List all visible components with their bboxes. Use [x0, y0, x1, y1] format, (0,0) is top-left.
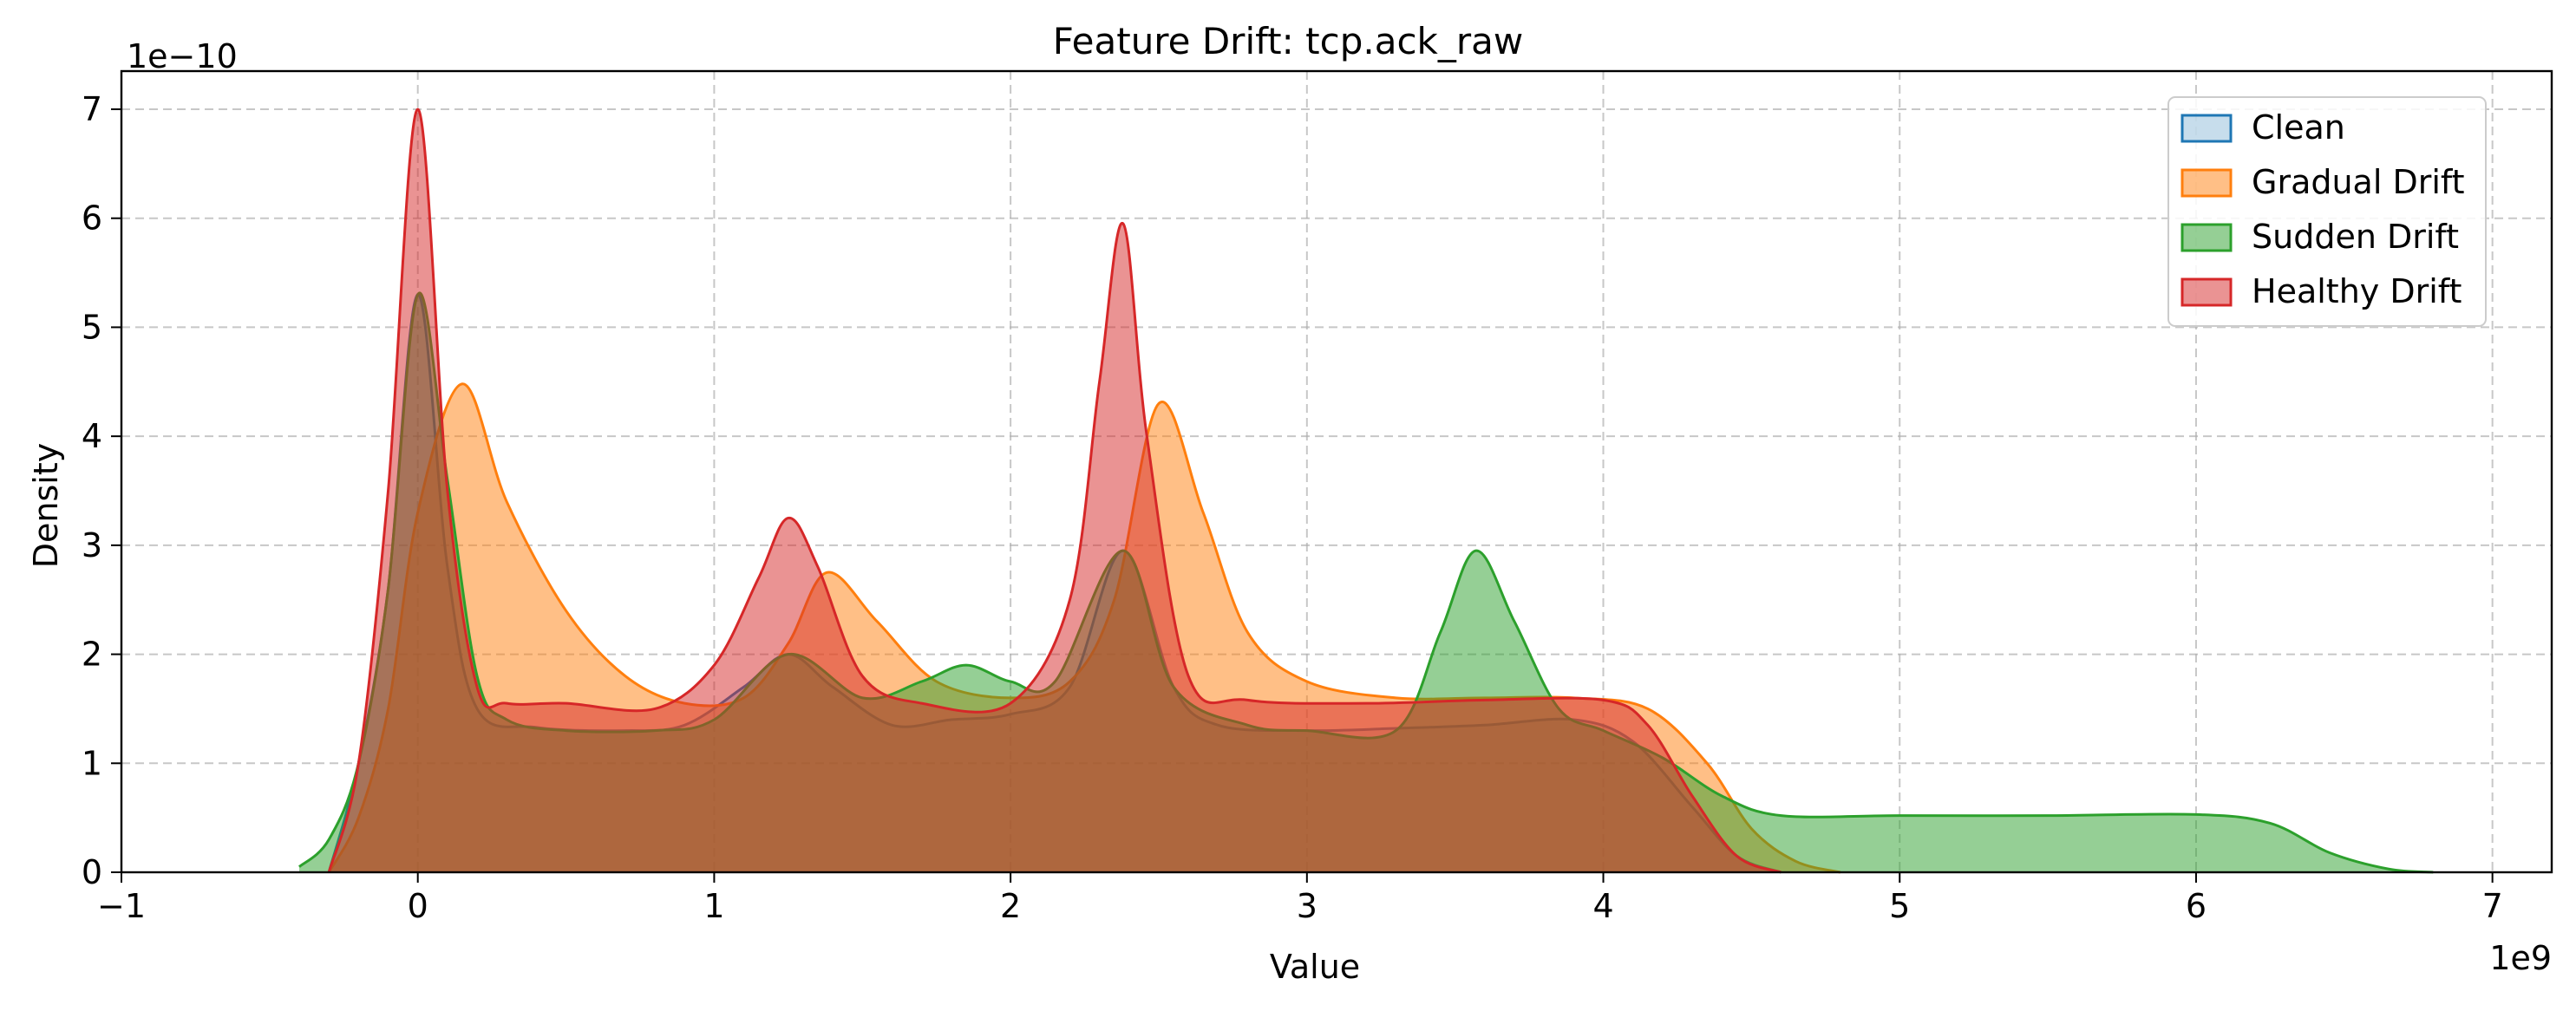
x-tick-label: 6	[2186, 887, 2207, 925]
legend-label-sudden-drift: Sudden Drift	[2252, 218, 2459, 256]
y-tick-label: 1	[82, 744, 102, 782]
x-tick-label: 5	[1889, 887, 1910, 925]
y-axis-label: Density	[27, 443, 65, 568]
y-tick-label: 0	[82, 853, 102, 891]
x-tick-label: 0	[408, 887, 428, 925]
legend-swatch-gradual-drift	[2180, 168, 2233, 198]
x-tick-label: 7	[2482, 887, 2503, 925]
legend-swatch-sudden-drift	[2180, 223, 2233, 252]
legend-item-sudden-drift: Sudden Drift	[2180, 218, 2459, 256]
y-tick-label: 6	[82, 199, 102, 238]
legend-item-gradual-drift: Gradual Drift	[2180, 163, 2465, 201]
legend-label-gradual-drift: Gradual Drift	[2252, 163, 2465, 201]
legend-box	[2167, 96, 2487, 327]
legend-label-clean: Clean	[2252, 108, 2345, 147]
x-axis-label: Value	[1270, 948, 1360, 986]
y-tick-label: 2	[82, 636, 102, 674]
legend-swatch-clean	[2180, 114, 2233, 143]
y-axis-offset: 1e−10	[127, 37, 238, 75]
axes-frame	[120, 69, 2553, 874]
chart-title: Feature Drift: tcp.ack_raw	[1053, 20, 1523, 62]
x-tick-label: 4	[1592, 887, 1613, 925]
y-tick-label: 4	[82, 417, 102, 455]
x-axis-ticks: −1 0 1 2 3 4 5 6 7	[97, 872, 2503, 925]
legend-label-healthy-drift: Healthy Drift	[2252, 272, 2462, 310]
x-tick-label: −1	[97, 887, 146, 925]
y-tick-label: 7	[82, 90, 102, 128]
line-healthy-drift	[327, 108, 1782, 874]
density-areas	[298, 108, 2434, 874]
x-tick-label: 1	[703, 887, 724, 925]
legend-item-healthy-drift: Healthy Drift	[2180, 272, 2462, 310]
legend: Clean Gradual Drift Sudden Drift Healthy…	[2167, 96, 2487, 327]
legend-swatch-healthy-drift	[2180, 277, 2233, 307]
legend-item-clean: Clean	[2180, 108, 2345, 147]
y-axis-ticks: 0 1 2 3 4 5 6 7	[82, 90, 121, 891]
x-axis-offset: 1e9	[2489, 939, 2552, 977]
y-tick-label: 5	[82, 308, 102, 346]
x-tick-label: 3	[1297, 887, 1317, 925]
y-tick-label: 3	[82, 526, 102, 564]
x-tick-label: 2	[1000, 887, 1021, 925]
area-healthy-drift	[329, 109, 1782, 872]
